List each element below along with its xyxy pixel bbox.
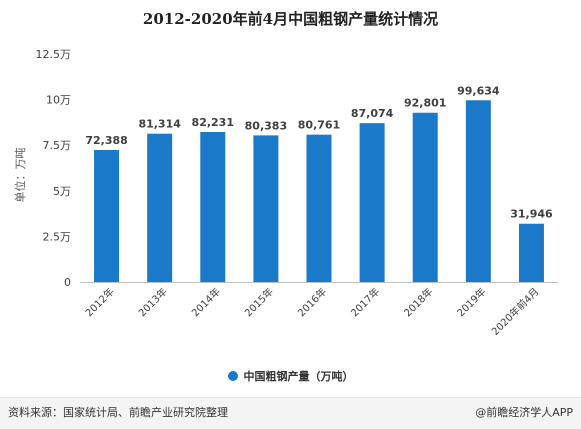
data-label: 31,946 bbox=[510, 208, 553, 221]
y-tick-label: 10万 bbox=[46, 94, 71, 107]
footer: 资料来源：国家统计局、前瞻产业研究院整理 @前瞻经济学人APP bbox=[0, 397, 581, 429]
bar bbox=[412, 112, 438, 282]
y-tick-label: 7.5万 bbox=[43, 139, 72, 152]
x-tick-label: 2018年 bbox=[401, 285, 435, 319]
x-tick-label: 2019年 bbox=[454, 285, 488, 319]
bar bbox=[200, 132, 226, 282]
x-tick-label: 2015年 bbox=[242, 285, 276, 319]
y-axis-ticks: 0 2.5万 5万 7.5万 10万 12.5万 bbox=[36, 48, 72, 289]
data-label: 80,383 bbox=[245, 119, 287, 132]
chart-title: 2012-2020年前4月中国粗钢产量统计情况 bbox=[142, 10, 439, 28]
bar bbox=[306, 134, 332, 282]
brand-credit: @前瞻经济学人APP bbox=[475, 406, 573, 419]
x-axis-ticks: 2012年 2013年 2014年 2015年 2016年 2017年 2018年 2019年… bbox=[82, 285, 541, 338]
data-label: 80,761 bbox=[298, 119, 340, 132]
data-label: 72,388 bbox=[85, 134, 127, 147]
y-tick-label: 2.5万 bbox=[43, 230, 72, 243]
data-label: 87,074 bbox=[351, 107, 394, 120]
y-tick-label: 5万 bbox=[53, 185, 71, 198]
bar bbox=[94, 149, 120, 282]
x-tick-label: 2016年 bbox=[295, 285, 329, 319]
bar bbox=[147, 133, 173, 282]
x-tick-label: 2013年 bbox=[136, 285, 170, 319]
bar bbox=[518, 223, 544, 282]
source-note: 资料来源：国家统计局、前瞻产业研究院整理 bbox=[8, 406, 228, 419]
data-label: 82,231 bbox=[192, 116, 234, 129]
data-label: 92,801 bbox=[404, 97, 446, 110]
x-tick-label: 2017年 bbox=[348, 285, 382, 319]
y-tick-label: 12.5万 bbox=[36, 48, 72, 61]
x-tick-label: 2012年 bbox=[82, 285, 116, 319]
x-tick-label: 2014年 bbox=[189, 285, 223, 319]
data-label: 99,634 bbox=[457, 84, 500, 97]
legend-label: 中国粗钢产量（万吨） bbox=[243, 370, 354, 383]
y-axis-label-group: 单位：万吨 bbox=[13, 148, 27, 203]
bars-group bbox=[94, 100, 544, 283]
bar bbox=[253, 135, 279, 282]
y-axis-label: 单位：万吨 bbox=[13, 148, 27, 203]
data-labels-group: 72,388 81,314 82,231 80,383 80,761 87,074 92,8… bbox=[85, 84, 553, 220]
legend-swatch bbox=[227, 371, 238, 381]
y-tick-label: 0 bbox=[64, 276, 71, 289]
data-label: 81,314 bbox=[138, 118, 181, 131]
bar bbox=[465, 100, 491, 283]
x-tick-label: 2020年前4月 bbox=[489, 285, 542, 338]
legend: 中国粗钢产量（万吨） bbox=[0, 368, 581, 384]
bar bbox=[359, 123, 385, 282]
